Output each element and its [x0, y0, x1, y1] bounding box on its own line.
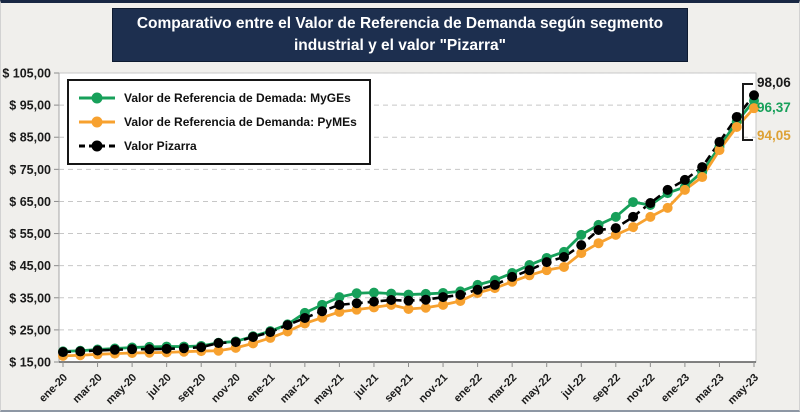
x-tick-label: mar-20: [71, 372, 105, 406]
x-tick-label: mar-23: [693, 372, 727, 406]
series-markers-2: [58, 90, 759, 358]
x-tick-label: ene-20: [37, 372, 70, 405]
legend-item-1: Valor de Referencia de Demanda: PyMEs: [78, 110, 357, 134]
x-tick-label: jul-21: [352, 372, 382, 402]
legend: Valor de Referencia de Demada: MyGEs Valo…: [67, 79, 371, 165]
x-tick-label: sep-22: [590, 372, 623, 405]
legend-swatch-icon: [79, 140, 115, 152]
x-tick-label: jul-20: [144, 372, 174, 402]
x-tick-label: may-20: [104, 372, 139, 407]
x-tick-label: sep-21: [382, 372, 415, 405]
y-tick-label: $ 25,00: [9, 323, 51, 337]
end-label-pizarra: 98,06: [757, 75, 791, 90]
legend-swatch-icon: [79, 116, 115, 128]
y-tick-label: $ 85,00: [9, 131, 51, 145]
chart-title: Comparativo entre el Valor de Referencia…: [112, 8, 688, 62]
x-tick-label: nov-21: [417, 372, 451, 406]
x-tick-label: ene-21: [244, 372, 277, 405]
legend-item-2: Valor Pizarra: [78, 134, 357, 158]
end-label-myges: 96,37: [757, 100, 791, 115]
y-tick-label: $ 75,00: [9, 163, 51, 177]
x-tick-label: ene-23: [659, 372, 692, 405]
x-tick-label: mar-22: [485, 372, 519, 406]
x-tick-label: nov-22: [624, 372, 658, 406]
legend-label: Valor de Referencia de Demada: MyGEs: [124, 91, 351, 105]
y-tick-label: $ 65,00: [9, 195, 51, 209]
x-tick-label: may-21: [311, 372, 346, 407]
legend-label: Valor Pizarra: [124, 139, 197, 153]
end-values-bracket: [742, 83, 753, 141]
x-tick-label: nov-20: [209, 372, 243, 406]
x-tick-label: may-22: [519, 372, 554, 407]
x-tick-label: ene-22: [452, 372, 485, 405]
legend-swatch-icon: [79, 92, 115, 104]
y-tick-label: $ 45,00: [9, 259, 51, 273]
legend-rows: Valor de Referencia de Demada: MyGEs Valo…: [78, 86, 357, 158]
legend-label: Valor de Referencia de Demanda: PyMEs: [124, 115, 357, 129]
y-tick-label: $ 55,00: [9, 227, 51, 241]
y-tick-label: $ 95,00: [9, 99, 51, 113]
end-label-pymes: 94,05: [757, 128, 791, 143]
x-tick-label: jul-22: [559, 372, 589, 402]
x-tick-label: sep-20: [175, 372, 208, 405]
y-tick-label: $ 15,00: [9, 356, 51, 370]
x-tick-label: mar-21: [278, 372, 312, 406]
y-tick-label: $ 35,00: [9, 291, 51, 305]
x-tick-label: may-23: [726, 372, 761, 407]
line-chart: $ 15,00 $ 25,00 $ 35,00 $ 45,00 $ 55,00 $ 65,…: [2, 67, 761, 407]
y-tick-label: $ 105,00: [2, 67, 51, 81]
legend-item-0: Valor de Referencia de Demada: MyGEs: [78, 86, 357, 110]
